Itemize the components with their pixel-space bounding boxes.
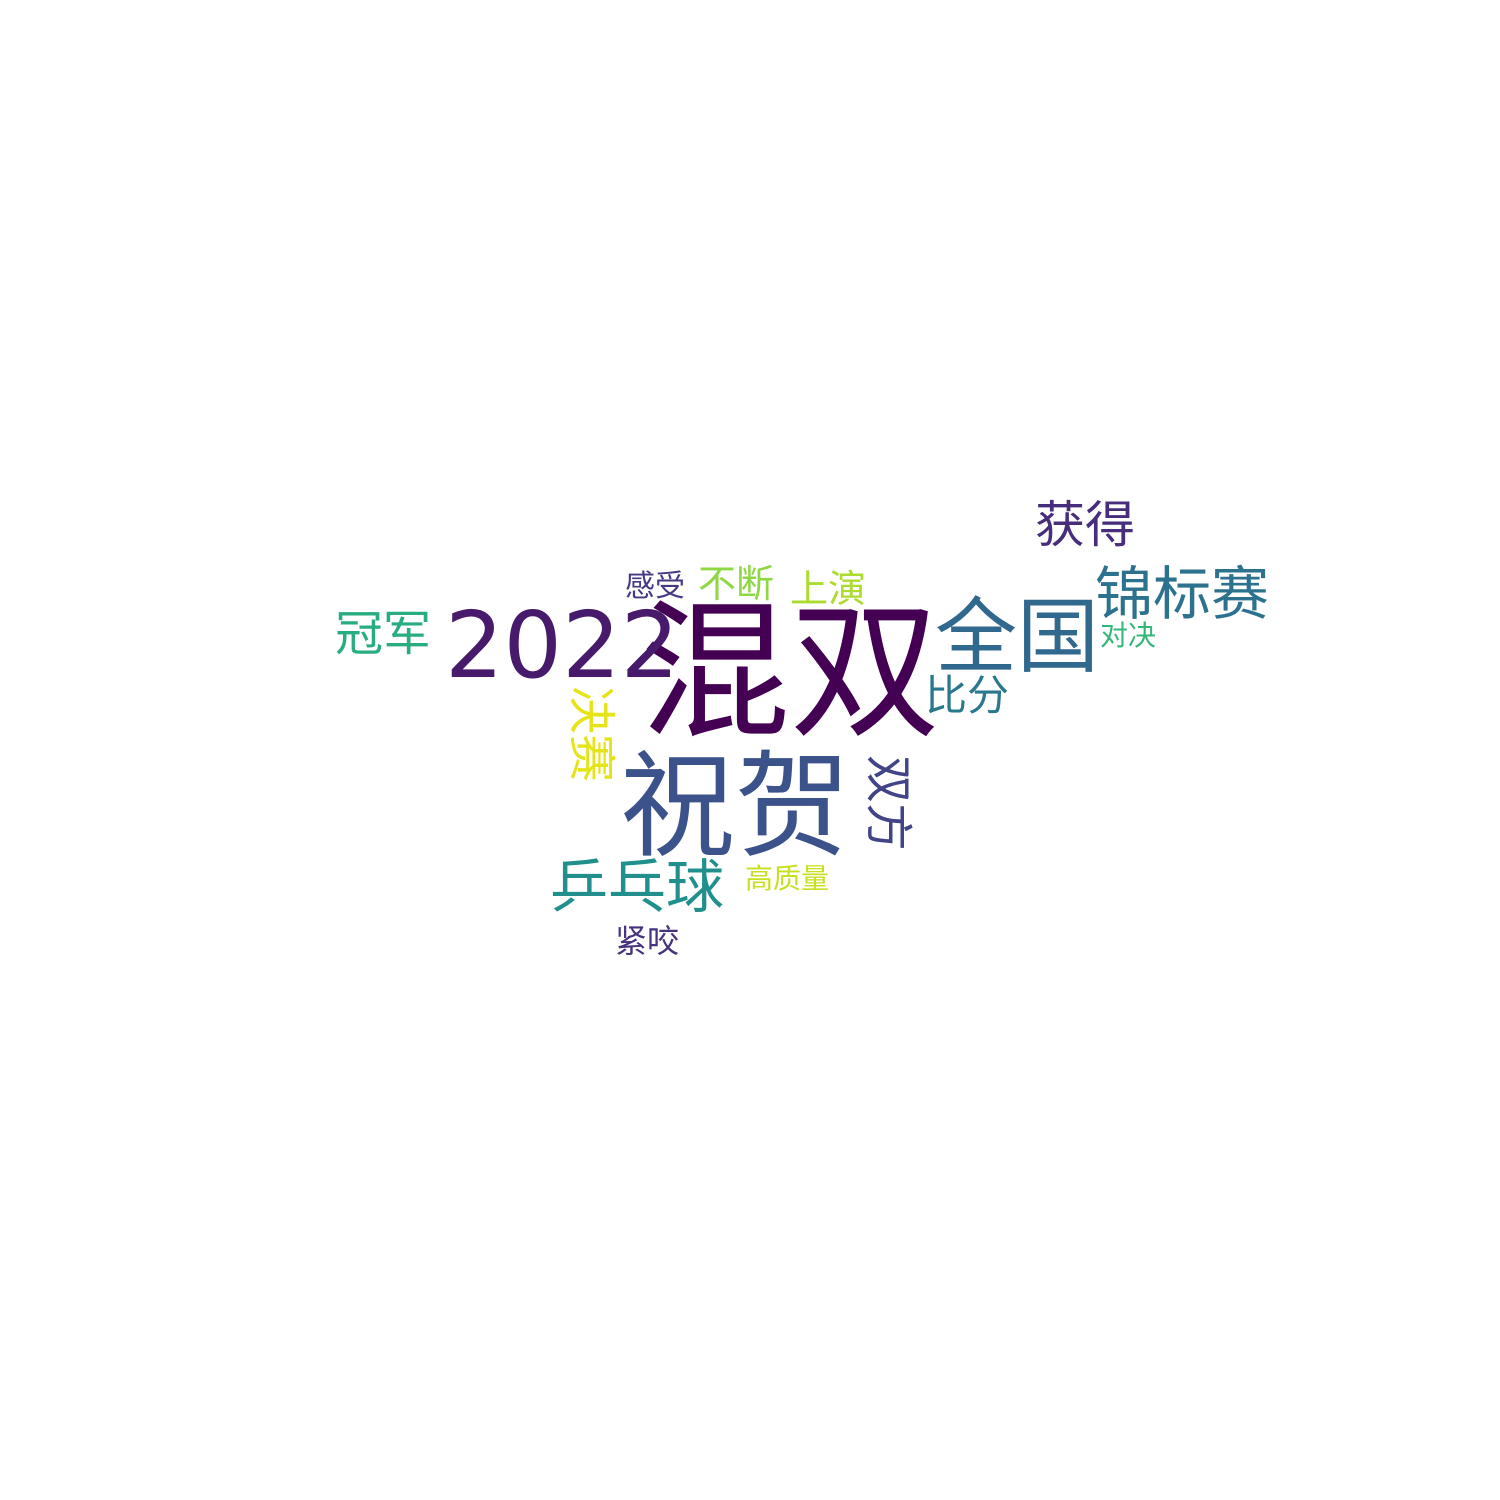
word-bifen: 比分 <box>925 671 1010 720</box>
word-zhuhe: 祝贺 <box>620 740 851 874</box>
word-shuangfang: 双方 <box>860 755 916 852</box>
word-pingpangqiu: 乒乓球 <box>550 853 725 921</box>
word-gaozhiliang: 高质量 <box>745 862 830 895</box>
word-ganshou: 感受 <box>625 569 685 604</box>
word-2022: 2022 <box>445 592 680 699</box>
word-buduan: 不断 <box>698 562 775 606</box>
word-hunshuang: 混双 <box>640 586 941 760</box>
word-quanguo: 全国 <box>935 590 1100 685</box>
word-huode: 获得 <box>1035 496 1135 554</box>
word-jinyao: 紧咬 <box>615 922 680 960</box>
word-duijue: 对决 <box>1100 619 1157 652</box>
word-juesai: 决赛 <box>563 686 619 783</box>
word-guanjun: 冠军 <box>335 606 432 662</box>
word-jinbiaosai: 锦标赛 <box>1095 560 1270 628</box>
word-shangyan: 上演 <box>790 567 867 611</box>
